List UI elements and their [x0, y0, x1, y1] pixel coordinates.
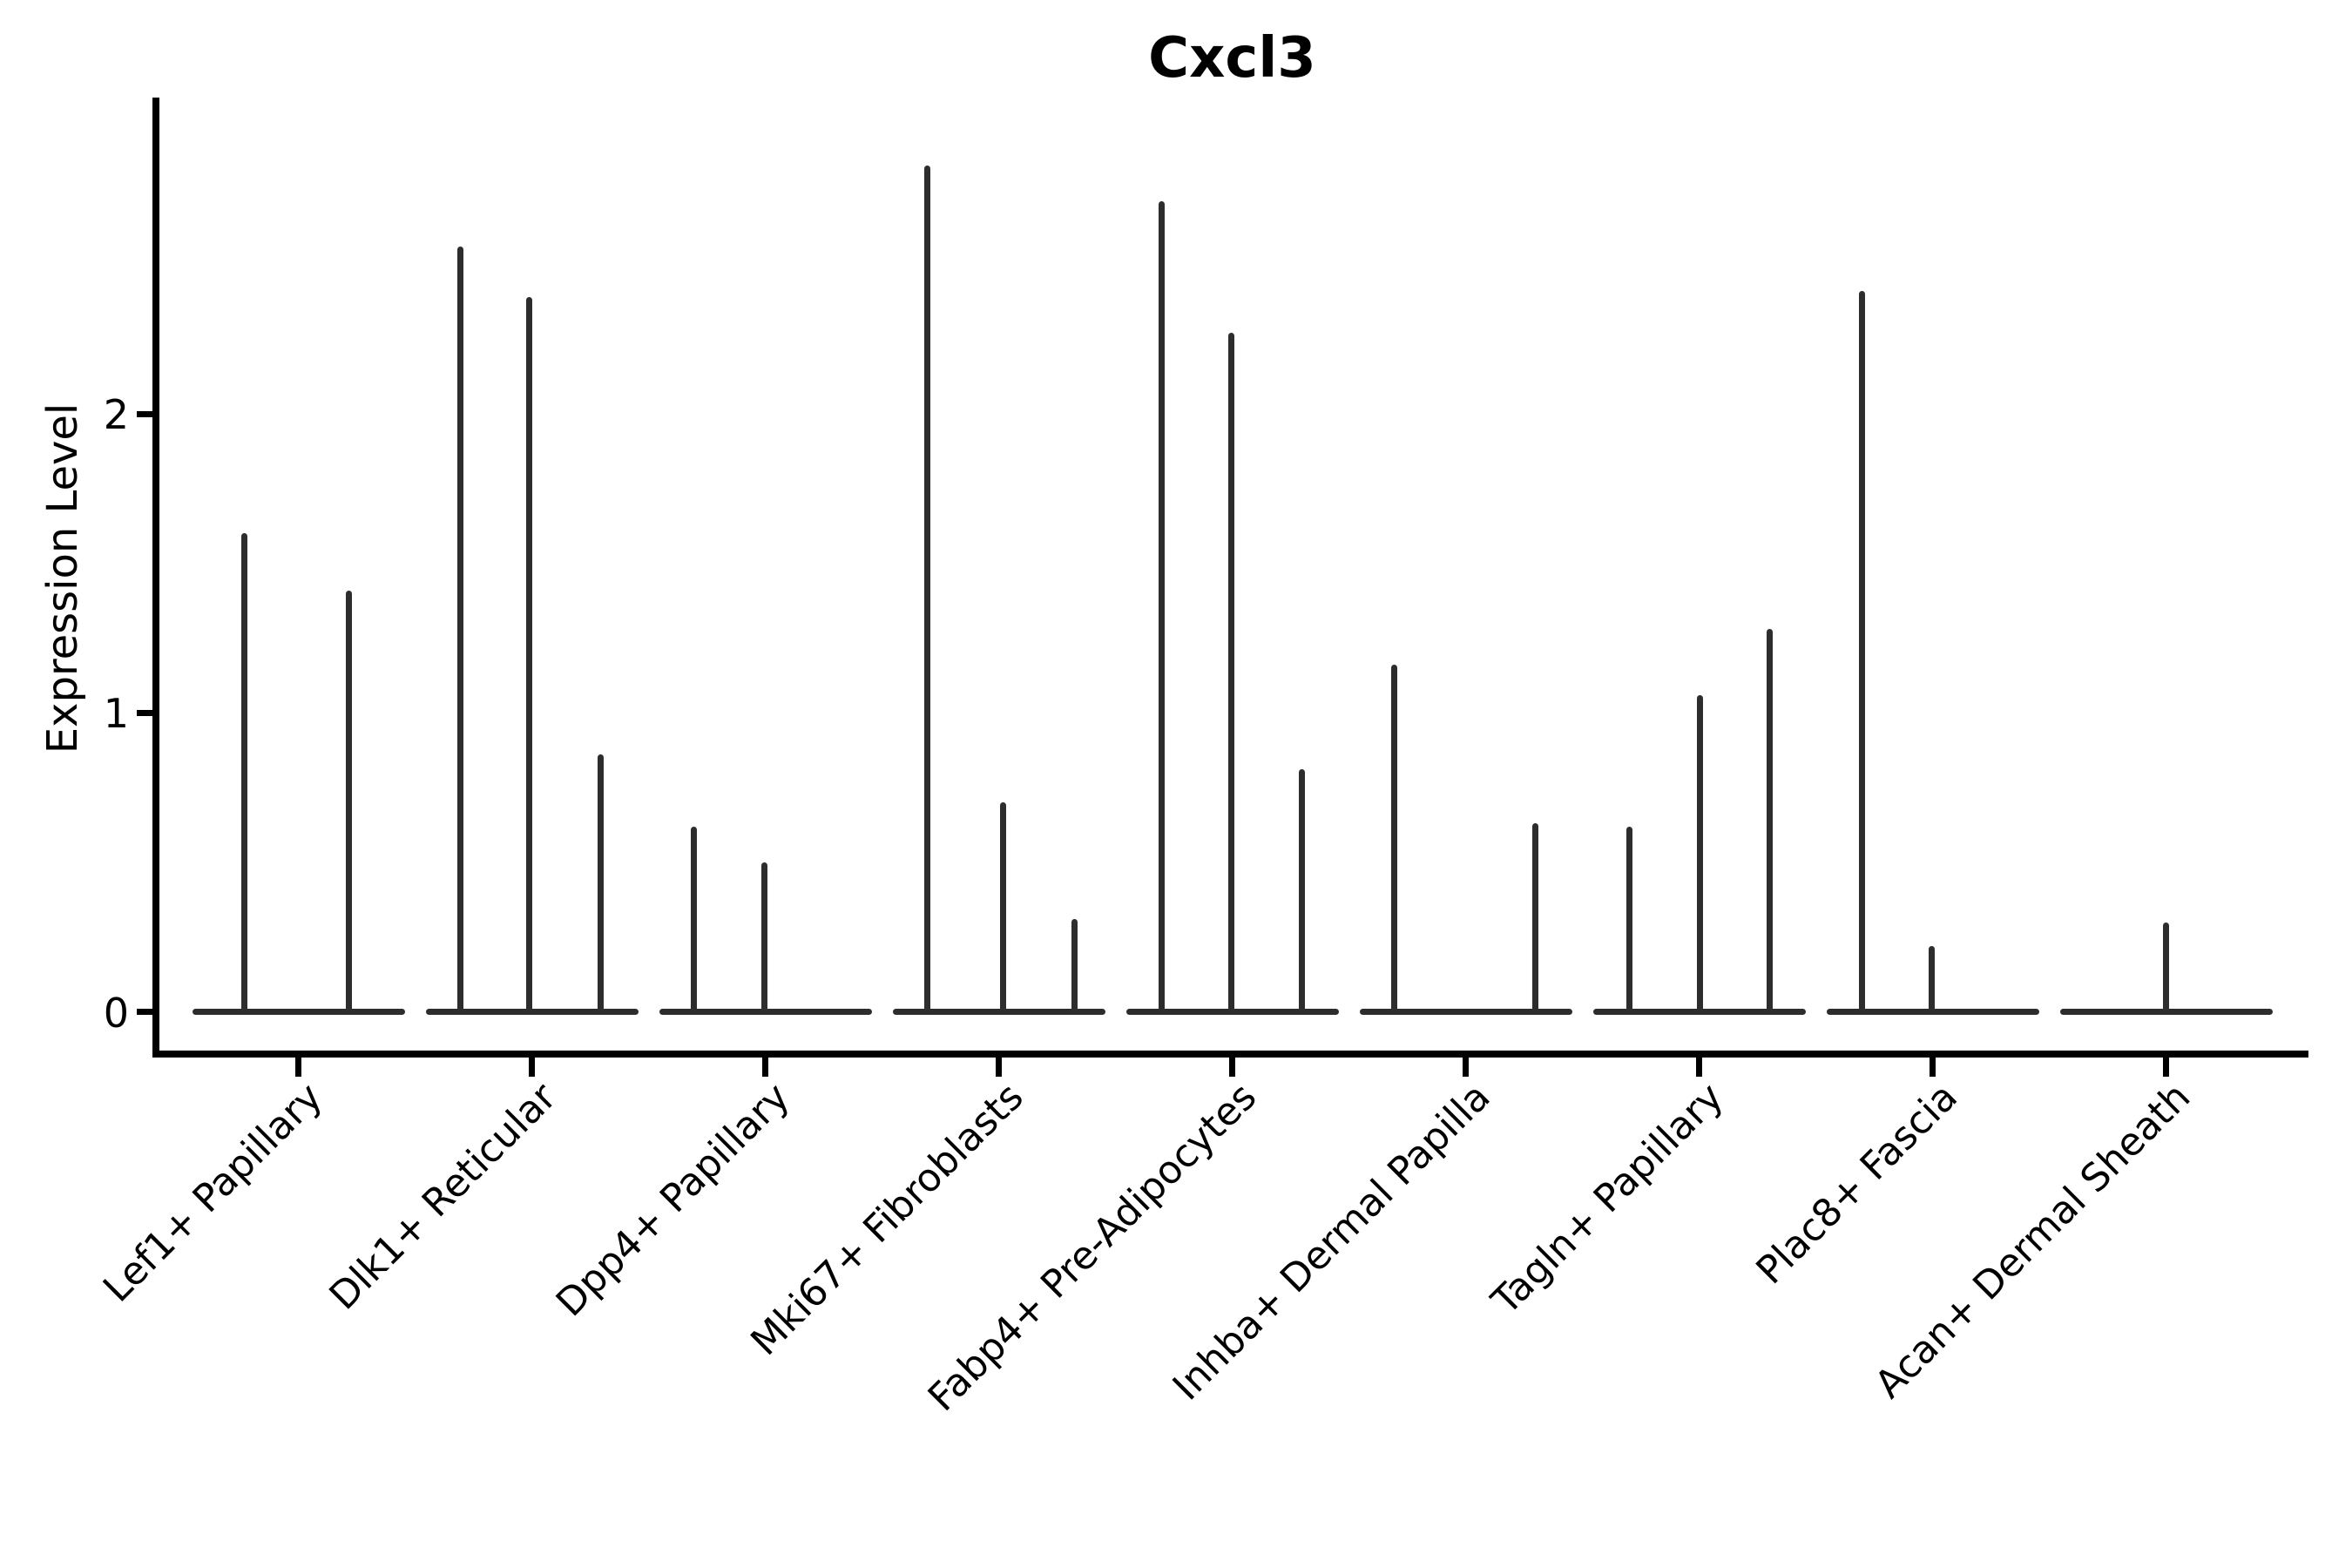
violin-spike: [1000, 802, 1007, 1012]
violin-spike: [1071, 919, 1078, 1012]
y-tick-label: 2: [103, 391, 129, 438]
y-axis-label: Expression Level: [38, 402, 87, 754]
x-axis-tick: [996, 1058, 1003, 1077]
violin-spike: [346, 590, 352, 1012]
y-tick-label: 1: [103, 690, 129, 738]
violin-base: [659, 1009, 872, 1015]
violin-base: [1125, 1009, 1339, 1015]
x-axis-tick: [295, 1058, 301, 1077]
x-axis-tick: [762, 1058, 769, 1077]
x-tick-label: Dlk1+ Reticular: [321, 1074, 565, 1319]
violin-spike: [457, 246, 464, 1012]
violin-spike: [1228, 333, 1235, 1012]
x-axis-tick: [1229, 1058, 1236, 1077]
violin-spike: [1159, 201, 1166, 1012]
violin-spike: [691, 826, 698, 1012]
x-axis-tick: [529, 1058, 536, 1077]
violin-spike: [1859, 291, 1866, 1012]
x-axis-tick: [1463, 1058, 1470, 1077]
violin-base: [1826, 1009, 2039, 1015]
x-tick-label: Dpp4+ Papillary: [547, 1074, 799, 1326]
violin-base: [1359, 1009, 1572, 1015]
violin-spike: [1697, 694, 1704, 1012]
violin-spike: [924, 166, 931, 1012]
y-tick-label: 0: [103, 989, 129, 1037]
x-axis-tick: [1930, 1058, 1936, 1077]
violin-spike: [1532, 823, 1539, 1012]
x-tick-label: Tagln+ Papillary: [1484, 1074, 1733, 1324]
violin-base: [1592, 1009, 1806, 1015]
y-axis-tick: [137, 709, 156, 716]
x-axis-spine: [152, 1051, 2308, 1058]
violin-spike: [598, 754, 605, 1012]
x-axis-tick: [2163, 1058, 2170, 1077]
x-tick-label: Lef1+ Papillary: [95, 1074, 332, 1311]
y-axis-tick: [137, 1009, 156, 1015]
x-axis-tick: [1696, 1058, 1703, 1077]
y-axis-tick: [137, 410, 156, 417]
violin-spike: [1767, 629, 1774, 1012]
violin-base: [192, 1009, 405, 1015]
violin-base: [2059, 1009, 2273, 1015]
violin-spike: [241, 533, 247, 1012]
violin-spike: [1929, 945, 1936, 1012]
chart-title: Cxcl3: [1148, 26, 1316, 91]
y-axis-spine: [152, 98, 159, 1058]
violin-spike: [1391, 665, 1398, 1012]
violin-base: [425, 1009, 639, 1015]
violin-base: [892, 1009, 1105, 1015]
violin-spike: [2163, 922, 2170, 1012]
x-tick-label: Plac8+ Fascia: [1747, 1074, 1966, 1294]
violin-spike: [526, 297, 533, 1012]
violin-spike: [761, 862, 768, 1012]
violin-spike: [1626, 826, 1633, 1012]
violin-spike: [1299, 769, 1306, 1012]
